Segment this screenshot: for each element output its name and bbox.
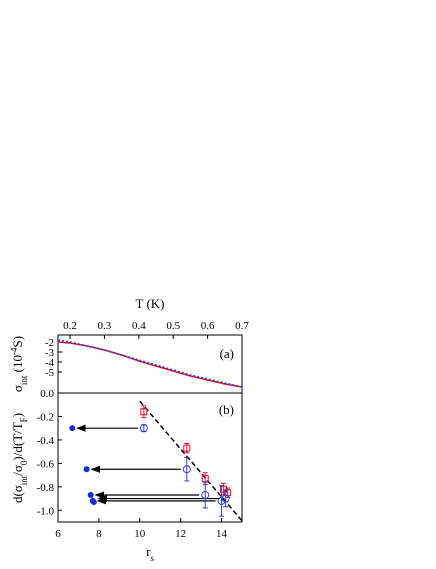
x-tick-label: 0.4 [132, 320, 146, 332]
y-tick-label: -1.0 [37, 505, 55, 517]
marker [139, 424, 148, 433]
x-axis-title: rs [146, 544, 154, 563]
panel-label: (b) [219, 402, 234, 417]
marker [221, 494, 230, 503]
x-tick-label: 6 [55, 528, 61, 540]
x-tick-label: 0.6 [201, 320, 215, 332]
y-axis-title: d(σint/σ0)/d(T/TF) [10, 413, 29, 503]
y-tick-label: -0.2 [37, 411, 54, 423]
y-tick-label: -0.6 [37, 458, 55, 470]
marker [201, 475, 209, 483]
x-tick-label: 8 [96, 528, 102, 540]
x-tick-label: 0.2 [63, 320, 77, 332]
y-tick-label: -5 [45, 367, 55, 379]
line [57, 341, 243, 388]
y-tick-label: -0.4 [37, 435, 55, 447]
panel-b-frame [57, 392, 243, 523]
marker [201, 491, 210, 500]
x-tick-label: 0.3 [98, 320, 112, 332]
x-tick-label: 0.5 [166, 320, 180, 332]
x-tick-label: 0.7 [235, 320, 249, 332]
y-tick-label: 0.0 [40, 388, 54, 400]
y-axis-title: σint (10-4S) [9, 336, 29, 392]
fit-line [139, 400, 243, 522]
line [57, 339, 243, 388]
marker [182, 465, 191, 474]
panel-label: (a) [220, 346, 234, 361]
y-tick-label: -4 [45, 357, 55, 369]
x-tick-label: 14 [216, 528, 228, 540]
x-axis-title: T (K) [135, 296, 164, 311]
y-tick-label: -2 [45, 337, 54, 349]
marker [217, 496, 226, 505]
x-tick-label: 12 [175, 528, 186, 540]
x-tick-label: 10 [134, 528, 146, 540]
marker [183, 444, 191, 452]
y-tick-label: -3 [45, 347, 55, 359]
marker [87, 492, 94, 499]
marker [140, 408, 148, 416]
marker [83, 466, 90, 473]
marker [69, 425, 76, 432]
marker [220, 485, 228, 493]
marker [90, 499, 97, 506]
y-tick-label: -0.8 [37, 482, 55, 494]
